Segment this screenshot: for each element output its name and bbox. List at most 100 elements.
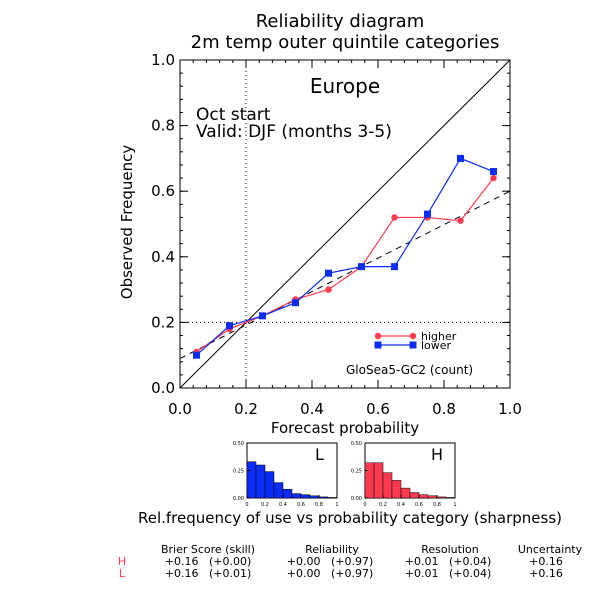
hist-bar <box>246 461 257 499</box>
hist-bar <box>400 487 411 499</box>
series-line-lower <box>196 157 494 356</box>
y-axis-label: Observed Frequency <box>118 145 136 300</box>
model-label: GloSea5-GC2 (count) <box>346 363 473 377</box>
y-tick-label: 0.8 <box>151 117 175 135</box>
y-tick-label: 0.6 <box>151 182 175 200</box>
score-row-l-brier: +0.16 (+0.01) <box>165 567 252 580</box>
point-lower <box>325 269 332 277</box>
hist-bar <box>445 497 456 499</box>
hist-bar <box>255 464 266 499</box>
hist-bar <box>364 462 375 499</box>
hist-x-tick-label: 0.4 <box>397 502 405 508</box>
point-higher <box>490 174 497 182</box>
y-tick-label: 0.4 <box>151 248 175 266</box>
x-axis-label: Forecast probability <box>271 419 419 437</box>
perfect-reliability-line <box>179 59 511 389</box>
point-lower <box>457 154 464 162</box>
point-lower <box>193 351 200 359</box>
hist-y-tick-label: 0.50 <box>233 441 244 447</box>
sharpness-caption: Rel.frequency of use vs probability cate… <box>138 509 562 527</box>
hist-bar <box>382 472 393 499</box>
score-row-l-reliability: +0.00 (+0.97) <box>287 567 374 580</box>
score-header-uncertainty: Uncertainty <box>518 543 583 556</box>
x-tick-label: 0.2 <box>234 400 258 418</box>
regression-line <box>179 190 511 359</box>
hist-x-tick-label: 0.6 <box>415 502 423 508</box>
score-row-l-resolution: +0.01 (+0.04) <box>405 567 492 580</box>
legend-lower-label: lower <box>421 339 452 352</box>
y-tick-label: 0.2 <box>151 313 175 331</box>
hist-x-tick-label: 0.4 <box>279 502 287 508</box>
hist-bar <box>273 482 284 499</box>
start-label: Oct start <box>196 105 271 125</box>
score-row-h-uncertainty: +0.16 <box>529 555 563 568</box>
point-lower <box>391 263 398 271</box>
point-higher <box>457 217 464 224</box>
legend-higher-marker-b <box>409 332 417 340</box>
legend-lower-marker-a <box>374 341 382 349</box>
hist-bar <box>427 495 438 499</box>
point-lower <box>490 168 497 176</box>
scores-table: Brier Score (skill) Reliability Resoluti… <box>118 543 583 580</box>
hist-x-tick-label: 0.2 <box>379 502 387 508</box>
hist-bar <box>318 496 329 499</box>
plot-frame <box>179 59 511 389</box>
hist-lower-tag: L <box>315 445 324 464</box>
hist-x-tick-label: 1 <box>453 502 456 508</box>
point-higher <box>325 286 332 293</box>
hist-bar <box>264 471 275 499</box>
point-lower <box>358 263 365 271</box>
chart-title-line1: Reliability diagram <box>256 11 425 32</box>
main-plot: 0.0 0.2 0.4 0.6 0.8 1.0 0.0 0.2 0.4 0.6 0.8 1.0 <box>151 51 522 418</box>
hist-bar <box>327 497 338 499</box>
hist-bar <box>309 495 320 499</box>
hist-x-tick-label: 0 <box>245 502 248 508</box>
score-row-l-uncertainty: +0.16 <box>529 567 563 580</box>
legend-higher-label: higher <box>421 330 457 343</box>
hist-bar <box>391 480 402 499</box>
legend: higher lower <box>374 330 457 352</box>
hist-x-tick-label: 0.8 <box>315 502 323 508</box>
hist-bar <box>291 493 302 499</box>
hist-bar <box>300 494 311 499</box>
hist-bar <box>436 496 447 499</box>
score-row-l-label: L <box>119 567 126 580</box>
hist-y-tick-label: 0.00 <box>351 496 362 502</box>
hist-x-tick-label: 1 <box>335 502 338 508</box>
hist-x-tick-label: 0 <box>363 502 366 508</box>
hist-x-tick-label: 0.8 <box>433 502 441 508</box>
score-row-h-label: H <box>118 555 126 568</box>
point-lower <box>226 322 233 330</box>
point-lower <box>259 312 266 320</box>
score-row-h-brier: +0.16 (+0.00) <box>165 555 252 568</box>
score-header-brier: Brier Score (skill) <box>161 543 255 556</box>
legend-lower-marker-b <box>409 341 417 349</box>
hist-bar <box>418 494 429 499</box>
point-lower <box>424 210 431 218</box>
hist-bar <box>282 488 293 499</box>
hist-y-tick-label: 0.25 <box>233 469 244 475</box>
hist-higher-tag: H <box>431 445 443 464</box>
region-label: Europe <box>310 74 380 98</box>
series-line-higher <box>196 177 494 353</box>
x-tick-label: 0.8 <box>432 400 456 418</box>
x-tick-label: 0.6 <box>366 400 390 418</box>
sharpness-histogram-lower: 0.00 0.25 0.50 0 0.2 0.4 0.6 0.8 1 <box>233 441 339 508</box>
y-tick-label: 1.0 <box>151 51 175 69</box>
point-higher <box>391 214 398 221</box>
hist-x-tick-label: 0.2 <box>261 502 269 508</box>
x-tick-label: 0.4 <box>300 400 324 418</box>
hist-bar <box>373 462 384 499</box>
hist-y-tick-label: 0.50 <box>351 441 362 447</box>
score-header-reliability: Reliability <box>305 543 359 556</box>
chart-title-line2: 2m temp outer quintile categories <box>191 32 500 53</box>
score-row-h-resolution: +0.01 (+0.04) <box>405 555 492 568</box>
legend-higher-marker-a <box>374 332 382 340</box>
x-tick-label: 0.0 <box>168 400 192 418</box>
hist-y-tick-label: 0.25 <box>351 469 362 475</box>
hist-x-tick-label: 0.6 <box>297 502 305 508</box>
point-lower <box>292 299 299 307</box>
hist-bar <box>409 492 420 499</box>
y-tick-label: 0.0 <box>151 379 175 397</box>
